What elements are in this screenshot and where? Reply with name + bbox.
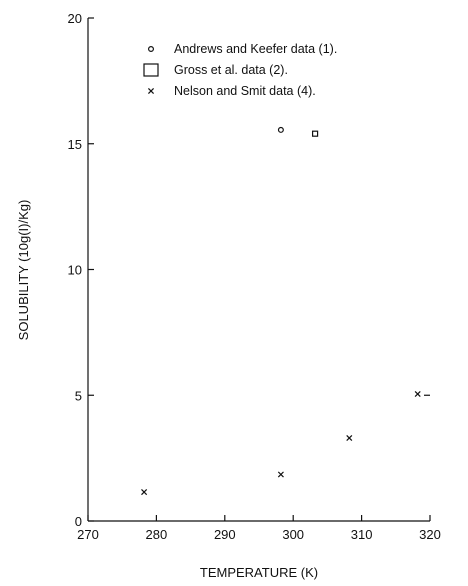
legend-label: Nelson and Smit data (4). (174, 84, 316, 98)
y-tick-label: 10 (68, 263, 82, 278)
x-tick-label: 320 (419, 527, 441, 542)
x-tick-label: 310 (351, 527, 373, 542)
x-tick-label: 300 (282, 527, 304, 542)
legend-marker-square (143, 63, 159, 77)
data-point-x (141, 489, 148, 496)
data-point-x (414, 390, 421, 398)
legend-marker-x (147, 87, 155, 95)
data-point-x (277, 471, 284, 478)
y-tick-label: 0 (75, 514, 82, 529)
x-tick-label: 290 (214, 527, 236, 542)
data-marks (141, 126, 421, 496)
legend-marker-circle (148, 45, 155, 52)
y-ticks: 0 5 10 15 20 (68, 11, 430, 529)
legend: Andrews and Keefer data (1). Gross et al.… (143, 42, 337, 98)
legend-label: Andrews and Keefer data (1). (174, 42, 337, 56)
y-axis-title: SOLUBILITY (10g(I)/Kg) (16, 200, 31, 341)
x-tick-label: 280 (146, 527, 168, 542)
legend-label: Gross et al. data (2). (174, 63, 288, 77)
x-ticks: 270 280 290 300 310 320 (77, 515, 441, 542)
data-point-circle (277, 126, 284, 133)
x-tick-label: 270 (77, 527, 99, 542)
y-tick-label: 20 (68, 11, 82, 26)
y-tick-label: 5 (75, 388, 82, 403)
x-axis-title: TEMPERATURE (K) (200, 565, 318, 580)
data-point-x (346, 434, 353, 442)
y-tick-label: 15 (68, 137, 82, 152)
data-point-square (311, 130, 319, 137)
